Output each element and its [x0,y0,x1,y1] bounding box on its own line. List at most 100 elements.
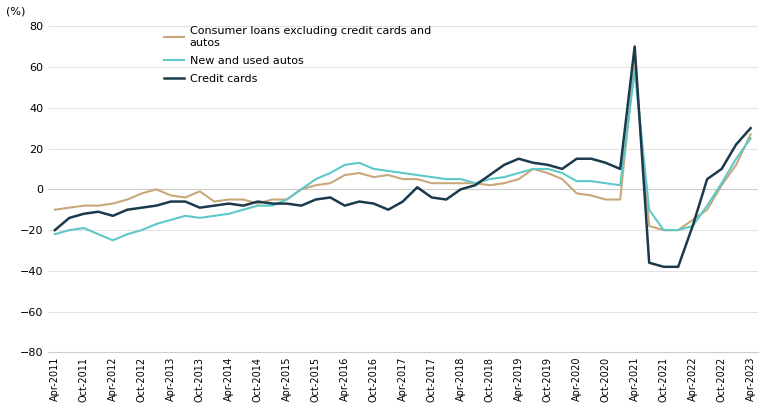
New and used autos [630,69,639,74]
Credit cards [79,211,88,216]
New and used autos [268,203,277,208]
Credit cards [108,214,118,218]
Consumer loans excluding credit cards and
autos [615,197,624,202]
Consumer loans excluding credit cards and
autos [253,201,262,206]
Credit cards [137,205,146,210]
Credit cards [268,201,277,206]
Credit cards [746,126,755,131]
New and used autos [644,207,654,212]
Consumer loans excluding credit cards and
autos [94,203,103,208]
Consumer loans excluding credit cards and
autos [384,173,393,178]
Credit cards [601,160,611,165]
Credit cards [166,199,175,204]
Consumer loans excluding credit cards and
autos [297,187,306,192]
Consumer loans excluding credit cards and
autos [441,181,451,186]
Consumer loans excluding credit cards and
autos [181,195,190,200]
New and used autos [311,177,321,182]
Consumer loans excluding credit cards and
autos [572,191,581,196]
New and used autos [282,197,291,202]
Credit cards [514,156,524,161]
Credit cards [369,201,378,206]
Consumer loans excluding credit cards and
autos [717,183,726,188]
Credit cards [210,203,219,208]
Credit cards [427,195,436,200]
Credit cards [151,203,161,208]
New and used autos [485,177,494,182]
Consumer loans excluding credit cards and
autos [413,177,422,182]
Consumer loans excluding credit cards and
autos [108,201,118,206]
Credit cards [500,162,509,167]
Credit cards [587,156,596,161]
Consumer loans excluding credit cards and
autos [65,205,74,210]
New and used autos [137,228,146,233]
New and used autos [746,136,755,141]
New and used autos [340,162,349,167]
Consumer loans excluding credit cards and
autos [500,181,509,186]
Credit cards [413,185,422,190]
Credit cards [253,199,262,204]
Line: Consumer loans excluding credit cards and
autos: Consumer loans excluding credit cards an… [55,61,751,230]
Credit cards [65,216,74,221]
New and used autos [151,221,161,226]
Credit cards [325,195,335,200]
New and used autos [65,228,74,233]
New and used autos [659,228,668,233]
New and used autos [441,177,451,182]
Credit cards [238,203,248,208]
New and used autos [717,181,726,186]
New and used autos [94,232,103,237]
New and used autos [166,217,175,222]
New and used autos [427,175,436,180]
Consumer loans excluding credit cards and
autos [514,177,524,182]
New and used autos [500,175,509,180]
Consumer loans excluding credit cards and
autos [746,132,755,137]
Credit cards [123,207,132,212]
New and used autos [123,232,132,237]
New and used autos [471,181,480,186]
New and used autos [355,160,364,165]
Consumer loans excluding credit cards and
autos [325,181,335,186]
Line: Credit cards: Credit cards [55,47,751,267]
New and used autos [253,203,262,208]
Consumer loans excluding credit cards and
autos [79,203,88,208]
Consumer loans excluding credit cards and
autos [123,197,132,202]
Credit cards [355,199,364,204]
Credit cards [282,201,291,206]
Credit cards [615,166,624,171]
New and used autos [543,166,552,171]
Credit cards [528,160,538,165]
Credit cards [659,264,668,269]
New and used autos [731,156,741,161]
Credit cards [630,44,639,49]
Consumer loans excluding credit cards and
autos [355,171,364,176]
Consumer loans excluding credit cards and
autos [238,197,248,202]
Consumer loans excluding credit cards and
autos [674,228,683,233]
Credit cards [471,183,480,188]
Consumer loans excluding credit cards and
autos [543,171,552,176]
Credit cards [731,142,741,147]
Consumer loans excluding credit cards and
autos [601,197,611,202]
Consumer loans excluding credit cards and
autos [151,187,161,192]
New and used autos [456,177,465,182]
Consumer loans excluding credit cards and
autos [528,166,538,171]
New and used autos [195,216,205,221]
Consumer loans excluding credit cards and
autos [427,181,436,186]
Consumer loans excluding credit cards and
autos [731,162,741,167]
New and used autos [108,238,118,243]
Credit cards [297,203,306,208]
New and used autos [615,183,624,188]
Consumer loans excluding credit cards and
autos [225,197,234,202]
New and used autos [572,179,581,184]
New and used autos [181,214,190,218]
New and used autos [413,173,422,178]
Consumer loans excluding credit cards and
autos [398,177,408,182]
Credit cards [94,209,103,214]
New and used autos [384,169,393,173]
Consumer loans excluding credit cards and
autos [340,173,349,178]
Consumer loans excluding credit cards and
autos [587,193,596,198]
New and used autos [514,171,524,176]
New and used autos [688,223,697,228]
Credit cards [195,205,205,210]
New and used autos [703,203,712,208]
Credit cards [398,199,408,204]
